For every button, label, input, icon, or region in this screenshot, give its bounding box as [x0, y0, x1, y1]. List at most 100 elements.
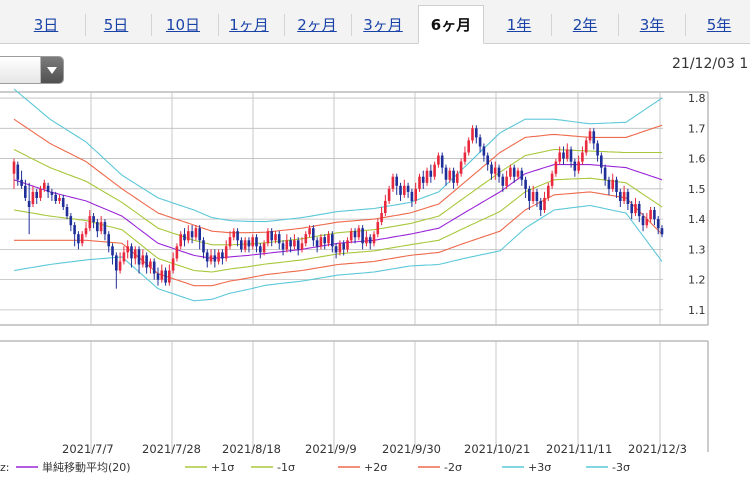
legend-label: +1σ [211, 461, 234, 474]
candle-body [516, 170, 520, 177]
tab-3-years[interactable]: 3年 [639, 15, 665, 34]
minus-3-sigma-line [13, 204, 663, 302]
candle-body [50, 191, 54, 195]
candle-body [43, 182, 46, 189]
candle-body [312, 228, 315, 241]
tab-5-years[interactable]: 5年 [706, 15, 732, 34]
candle-body [232, 231, 236, 238]
candle-body [323, 237, 326, 244]
plus-1-sigma-line [13, 148, 662, 246]
indicator-select[interactable] [0, 56, 64, 84]
candle-body [634, 204, 637, 214]
candle-body [433, 164, 436, 177]
legend-label: +2σ [364, 461, 387, 474]
candle-body [209, 255, 213, 262]
candle-body [607, 179, 611, 189]
y-tick-label: 1.4 [688, 213, 706, 226]
candle-body [615, 179, 618, 192]
tab-divider [85, 14, 86, 36]
candle-body [584, 140, 588, 153]
candle-body [452, 170, 455, 183]
tab-2-months[interactable]: 2ヶ月 [297, 15, 337, 34]
tab-3-days[interactable]: 3日 [33, 15, 59, 34]
tab-divider [151, 14, 152, 36]
candle-body [221, 252, 224, 259]
tab-divider [284, 14, 285, 36]
candle-body [429, 170, 433, 177]
y-tick-label: 1.8 [688, 92, 706, 105]
candle-body [262, 243, 266, 253]
candle-body [380, 213, 383, 223]
x-tick-label: 2021/10/21 [464, 442, 530, 456]
candle-body [190, 231, 194, 238]
candle-body [414, 188, 417, 201]
candle-body [372, 234, 376, 244]
tab-divider [551, 14, 552, 36]
plus-3-sigma-line [13, 88, 663, 223]
candle-body [96, 222, 99, 232]
candle-body [463, 152, 467, 162]
candle-body [531, 191, 535, 201]
candle-body [478, 137, 482, 147]
chevron-down-icon [47, 67, 57, 74]
candle-body [31, 191, 35, 204]
candle-body [243, 240, 247, 250]
candle-body [205, 252, 209, 262]
tab-divider [685, 14, 686, 36]
candle-body [130, 246, 133, 259]
candle-body [403, 185, 406, 195]
y-tick-label: 1.3 [688, 243, 706, 256]
candle-body [490, 164, 493, 174]
candle-body [346, 240, 349, 250]
period-tab-bar: 3日 5日 10日 1ヶ月 2ヶ月 3ヶ月 6ヶ月 1年 2年 3年 5年 [0, 0, 750, 44]
candle-body [611, 179, 614, 189]
candle-body [187, 231, 190, 241]
candle-body [493, 167, 497, 174]
tab-1-month[interactable]: 1ヶ月 [229, 15, 269, 34]
candle-body [505, 176, 508, 186]
candle-body [20, 179, 23, 186]
candle-body [156, 273, 160, 280]
candle-body [65, 207, 69, 217]
candle-body [421, 176, 425, 183]
candle-body [281, 243, 285, 250]
tab-3-months[interactable]: 3ヶ月 [363, 15, 403, 34]
candle-body [588, 131, 592, 141]
candle-body [365, 237, 368, 244]
y-tick-label: 1.6 [688, 153, 706, 166]
candle-body [168, 270, 171, 283]
tab-divider [351, 14, 352, 36]
candle-body [497, 167, 501, 177]
candle-body [35, 191, 38, 198]
candle-body [259, 246, 262, 253]
candle-body [543, 197, 546, 210]
candle-body [217, 252, 220, 262]
candle-body [300, 243, 304, 250]
candle-body [164, 270, 167, 283]
candle-body [255, 237, 258, 247]
candle-body [202, 240, 205, 253]
candle-body [486, 155, 489, 165]
candle-body [565, 149, 569, 159]
candle-body [524, 179, 527, 189]
candle-body [293, 240, 296, 247]
tab-1-year[interactable]: 1年 [506, 15, 532, 34]
x-tick-label: 2021/9/30 [382, 442, 441, 456]
candle-body [384, 200, 387, 213]
candle-body [16, 164, 20, 180]
dropdown-button[interactable] [40, 57, 63, 83]
candle-body [418, 176, 421, 189]
candle-body [103, 222, 107, 235]
candle-body [24, 185, 27, 198]
candle-body [376, 222, 380, 235]
candle-body [399, 185, 402, 195]
tab-6-months[interactable]: 6ヶ月 [418, 5, 484, 44]
tab-2-years[interactable]: 2年 [572, 15, 598, 34]
tab-5-days[interactable]: 5日 [103, 15, 129, 34]
candle-body [547, 185, 550, 198]
candle-body [198, 228, 201, 241]
candle-body [482, 146, 486, 156]
tab-10-days[interactable]: 10日 [165, 15, 201, 34]
y-tick-label: 1.2 [688, 274, 706, 287]
candle-body [656, 219, 660, 229]
